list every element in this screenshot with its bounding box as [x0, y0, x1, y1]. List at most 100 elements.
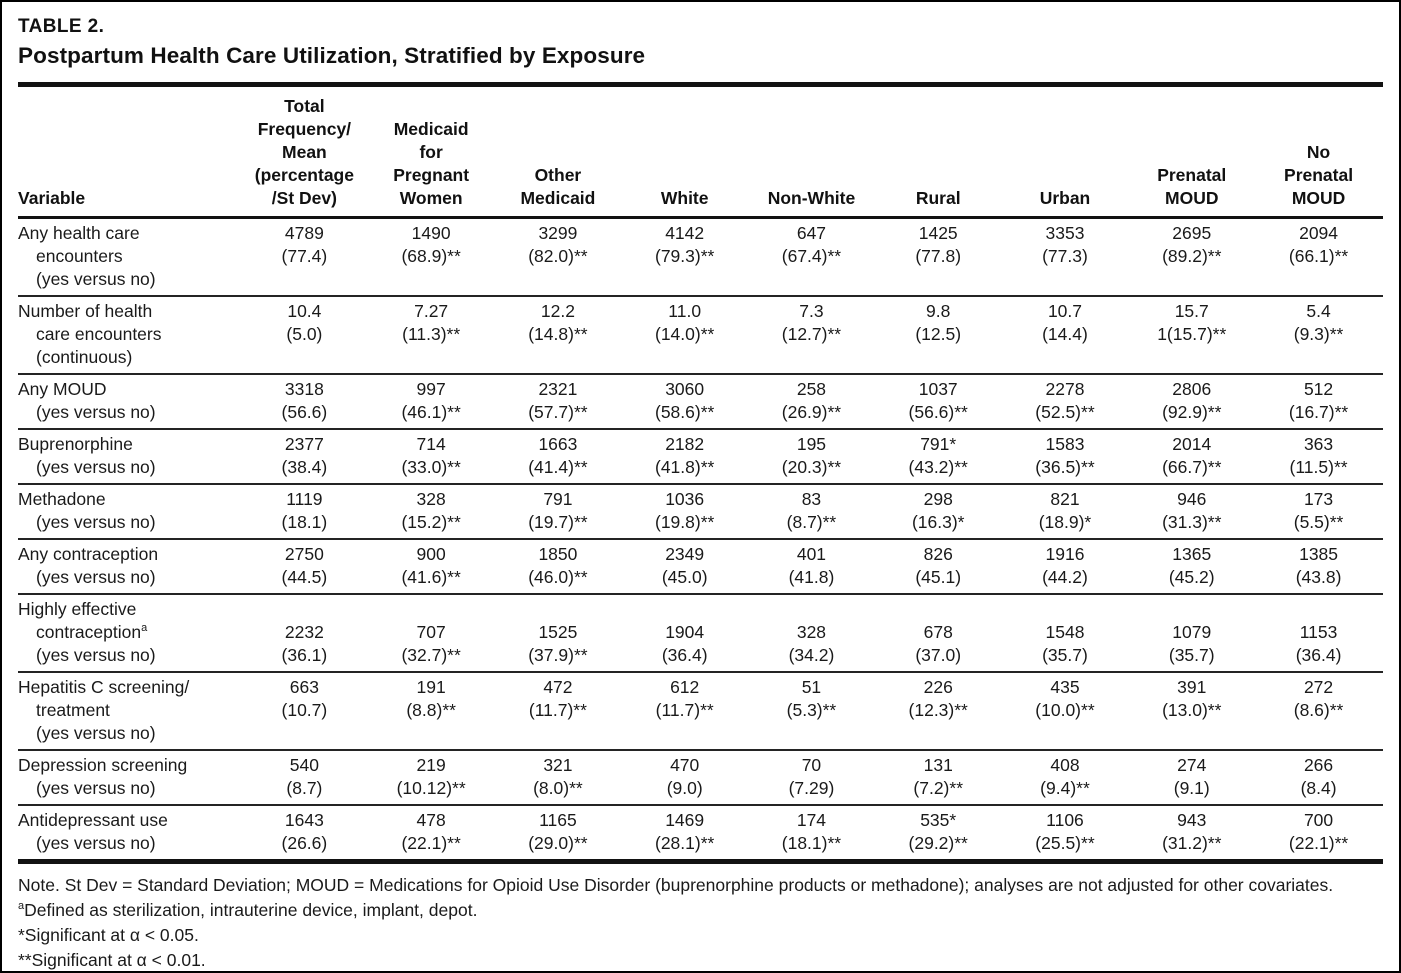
- value-cell: 51 (5.3)**: [749, 672, 876, 751]
- table-row: Buprenorphine (yes versus no) 2377 (38.4) 71…: [18, 429, 1383, 485]
- value-cell: 10.4 (5.0): [242, 296, 369, 375]
- column-header-non-white: Non-White: [749, 87, 876, 219]
- value-cell: 195 (20.3)**: [749, 429, 876, 485]
- value-cell: 2695 (89.2)**: [1129, 217, 1257, 297]
- value-cell: 1425 (77.8): [875, 217, 1003, 297]
- column-header-total: Total Frequency/Mean (percentage/St Dev): [242, 87, 369, 219]
- note-line: **Significant at α < 0.01.: [18, 950, 206, 970]
- value-cell: 2750 (44.5): [242, 539, 369, 595]
- table-notes: Note. St Dev = Standard Deviation; MOUD …: [18, 873, 1383, 971]
- value-cell: 1079 (35.7): [1129, 594, 1257, 673]
- value-cell: 363 (11.5)**: [1256, 429, 1383, 485]
- value-cell: 174 (18.1)**: [749, 805, 876, 864]
- value-cell: 826 (45.1): [875, 539, 1003, 595]
- value-cell: 821 (18.9)*: [1002, 484, 1130, 540]
- value-cell: 226 (12.3)**: [875, 672, 1003, 751]
- value-cell: 1663 (41.4)**: [495, 429, 623, 485]
- value-cell: 2321 (57.7)**: [495, 374, 623, 430]
- table-row: Number of health care encounters (continuo…: [18, 296, 1383, 375]
- value-cell: 1365 (45.2): [1129, 539, 1257, 595]
- value-cell: 2349 (45.0): [622, 539, 750, 595]
- value-cell: 1525 (37.9)**: [495, 594, 623, 673]
- table-number-label: TABLE 2.: [18, 16, 105, 37]
- value-cell: 943 (31.2)**: [1129, 805, 1257, 864]
- value-cell: 997 (46.1)**: [368, 374, 496, 430]
- value-cell: 298 (16.3)*: [875, 484, 1003, 540]
- value-cell: 1119 (18.1): [242, 484, 369, 540]
- value-cell: 1583 (36.5)**: [1002, 429, 1130, 485]
- value-cell: 435 (10.0)**: [1002, 672, 1130, 751]
- column-header-variable: Variable: [18, 87, 242, 219]
- value-cell: 219 (10.12)**: [368, 750, 496, 806]
- row-label: Methadone (yes versus no): [18, 484, 242, 540]
- value-cell: 791 (19.7)**: [495, 484, 623, 540]
- value-cell: 7.27 (11.3)**: [368, 296, 496, 375]
- value-cell: 7.3 (12.7)**: [749, 296, 876, 375]
- value-cell: 272 (8.6)**: [1256, 672, 1383, 751]
- value-cell: 321 (8.0)**: [495, 750, 623, 806]
- row-label: Any contraception (yes versus no): [18, 539, 242, 595]
- value-cell: 401 (41.8): [749, 539, 876, 595]
- value-cell: 258 (26.9)**: [749, 374, 876, 430]
- note-line: *Significant at α < 0.05.: [18, 925, 199, 945]
- value-cell: 1153 (36.4): [1256, 594, 1383, 673]
- value-cell: 1548 (35.7): [1002, 594, 1130, 673]
- value-cell: 2182 (41.8)**: [622, 429, 750, 485]
- page-title: Postpartum Health Care Utilization, Stra…: [18, 43, 646, 68]
- value-cell: 1643 (26.6): [242, 805, 369, 864]
- table-row: Any health care encounters (yes versus no)…: [18, 217, 1383, 297]
- value-cell: 328 (34.2): [749, 594, 876, 673]
- value-cell: 470 (9.0): [622, 750, 750, 806]
- value-cell: 663 (10.7): [242, 672, 369, 751]
- table-row: Any MOUD (yes versus no) 3318 (56.6) 997 (46.…: [18, 374, 1383, 430]
- value-cell: 9.8 (12.5): [875, 296, 1003, 375]
- value-cell: 2806 (92.9)**: [1129, 374, 1257, 430]
- table-row: Antidepressant use (yes versus no) 1643 (26…: [18, 805, 1383, 864]
- row-label: Any health care encounters (yes versus no): [18, 217, 242, 297]
- table-row: Any contraception (yes versus no) 2750 (44.…: [18, 539, 1383, 595]
- value-cell: 3299 (82.0)**: [495, 217, 623, 297]
- value-cell: 2014 (66.7)**: [1129, 429, 1257, 485]
- column-header-medicaid-pregnant: Medicaid for Pregnant Women: [368, 87, 496, 219]
- column-header-prenatal-moud: Prenatal MOUD: [1129, 87, 1257, 219]
- note-line: aDefined as sterilization, intrauterine …: [18, 900, 478, 920]
- row-label: Highly effective contraceptiona (yes versu…: [18, 594, 242, 673]
- value-cell: 328 (15.2)**: [368, 484, 496, 540]
- row-label: Hepatitis C screening/treatment (yes vers…: [18, 672, 242, 751]
- table-row: Depression screening (yes versus no) 540 (8…: [18, 750, 1383, 806]
- value-cell: 10.7 (14.4): [1002, 296, 1130, 375]
- value-cell: 11.0 (14.0)**: [622, 296, 750, 375]
- table-row: Highly effective contraceptiona (yes versu…: [18, 594, 1383, 673]
- column-header-rural: Rural: [875, 87, 1003, 219]
- title-divider: [18, 82, 1383, 87]
- value-cell: 678 (37.0): [875, 594, 1003, 673]
- column-header-no-prenatal-moud: No Prenatal MOUD: [1256, 87, 1383, 219]
- value-cell: 12.2 (14.8)**: [495, 296, 623, 375]
- value-cell: 2232 (36.1): [242, 594, 369, 673]
- column-header-other-medicaid: Other Medicaid: [495, 87, 623, 219]
- row-label: Buprenorphine (yes versus no): [18, 429, 242, 485]
- value-cell: 3060 (58.6)**: [622, 374, 750, 430]
- value-cell: 791* (43.2)**: [875, 429, 1003, 485]
- value-cell: 70 (7.29): [749, 750, 876, 806]
- value-cell: 512 (16.7)**: [1256, 374, 1383, 430]
- value-cell: 5.4 (9.3)**: [1256, 296, 1383, 375]
- utilization-table: Variable Total Frequency/Mean (percentage/S…: [18, 87, 1383, 864]
- value-cell: 2278 (52.5)**: [1002, 374, 1130, 430]
- row-label: Number of health care encounters (continuo…: [18, 296, 242, 375]
- value-cell: 1106 (25.5)**: [1002, 805, 1130, 864]
- value-cell: 131 (7.2)**: [875, 750, 1003, 806]
- note-line: Note. St Dev = Standard Deviation; MOUD …: [18, 875, 1334, 895]
- value-cell: 707 (32.7)**: [368, 594, 496, 673]
- value-cell: 1916 (44.2): [1002, 539, 1130, 595]
- value-cell: 1037 (56.6)**: [875, 374, 1003, 430]
- value-cell: 408 (9.4)**: [1002, 750, 1130, 806]
- value-cell: 173 (5.5)**: [1256, 484, 1383, 540]
- value-cell: 540 (8.7): [242, 750, 369, 806]
- value-cell: 4142 (79.3)**: [622, 217, 750, 297]
- value-cell: 83 (8.7)**: [749, 484, 876, 540]
- value-cell: 2094 (66.1)**: [1256, 217, 1383, 297]
- value-cell: 478 (22.1)**: [368, 805, 496, 864]
- row-label: Depression screening (yes versus no): [18, 750, 242, 806]
- value-cell: 3318 (56.6): [242, 374, 369, 430]
